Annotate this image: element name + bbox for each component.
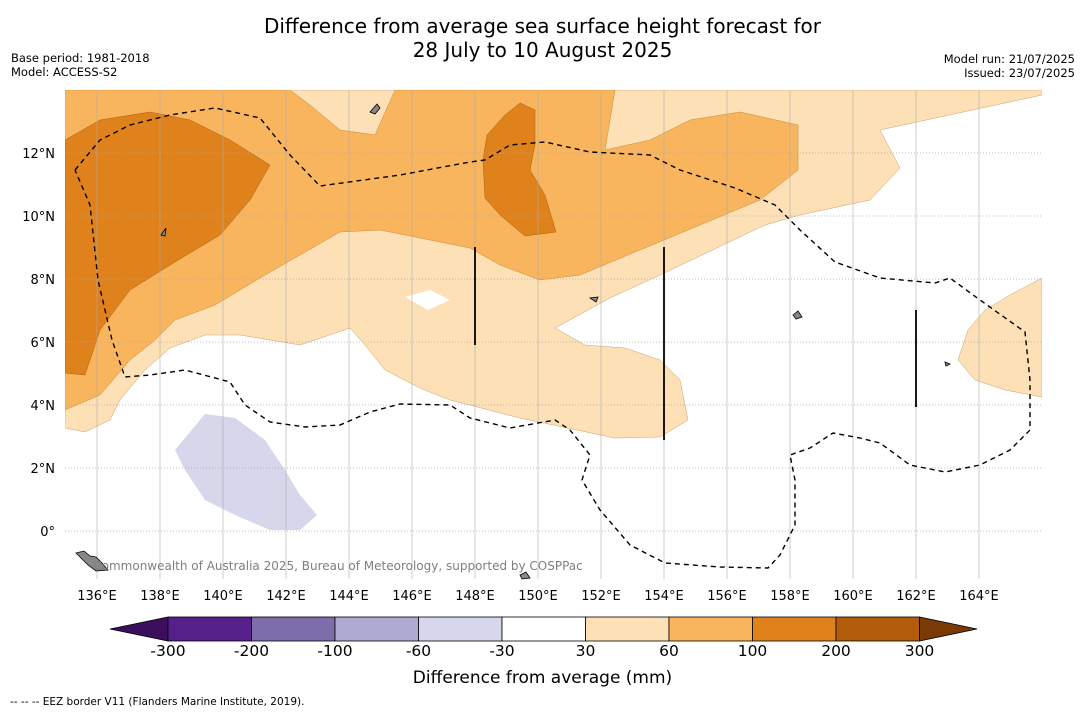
colorbar-swatch	[752, 616, 837, 642]
colorbar-tick: 30	[575, 642, 596, 660]
lon-label: 138°E	[140, 589, 180, 604]
island-micro	[944, 361, 951, 367]
lon-label: 160°E	[833, 589, 873, 604]
colorbar-swatch	[501, 616, 586, 642]
graticule	[65, 152, 1042, 532]
lon-label: 156°E	[707, 589, 747, 604]
colorbar-tick: 60	[659, 642, 679, 660]
lon-label: 164°E	[959, 589, 999, 604]
lon-label: 140°E	[203, 589, 243, 604]
base-info: Base period: 1981-2018 Model: ACCESS-S2	[11, 51, 150, 79]
lon-label: 146°E	[392, 589, 432, 604]
base-period-text: Base period: 1981-2018	[11, 51, 150, 65]
colorbar-tick: -200	[233, 642, 270, 660]
eez-border-west	[74, 107, 1031, 569]
colorbar-tick: 200	[821, 642, 851, 660]
latitude-labels: 12°N 10°N 8°N 6°N 4°N 2°N 0°	[22, 147, 55, 540]
colorbar-tick: -300	[150, 642, 186, 660]
copyright-notice: Commonwealth of Australia 2025, Bureau o…	[93, 559, 583, 573]
map-title: Difference from average sea surface heig…	[0, 14, 1085, 62]
run-info: Model run: 21/07/2025 Issued: 23/07/2025	[944, 52, 1075, 80]
colorbar-swatch	[167, 616, 252, 642]
model-run-text: Model run: 21/07/2025	[943, 52, 1075, 66]
lat-label: 4°N	[31, 399, 56, 414]
lat-label: 12°N	[22, 147, 55, 162]
island-small-atoll	[519, 571, 531, 580]
eez-border-lines	[74, 107, 1031, 569]
colorbar-swatch	[334, 616, 419, 642]
model-text: Model: ACCESS-S2	[11, 65, 118, 79]
lon-label: 158°E	[770, 589, 810, 604]
longitude-labels: 136°E 138°E 140°E 142°E 144°E 146°E 148°…	[77, 589, 999, 604]
colorbar-swatch	[668, 616, 753, 642]
islands	[75, 103, 951, 580]
lon-label: 162°E	[896, 589, 936, 604]
lon-label: 150°E	[518, 589, 558, 604]
lat-label: 10°N	[22, 210, 55, 225]
meridians	[96, 90, 980, 579]
lat-label: 2°N	[31, 462, 56, 477]
colorbar-tick: 100	[737, 642, 768, 660]
eez-solid-segments	[474, 247, 917, 440]
anomaly-zone-neg30-neg60	[175, 414, 317, 530]
island-micro-b	[588, 296, 599, 303]
map-title-line2: 28 July to 10 August 2025	[412, 38, 673, 62]
colorbar-low-arrow	[109, 616, 169, 642]
colorbar	[109, 616, 978, 642]
colorbar-tick: -60	[405, 642, 432, 660]
island-palau	[369, 103, 381, 115]
anomaly-zone-100-200-west	[65, 111, 271, 376]
map-title-line1: Difference from average sea surface heig…	[263, 14, 822, 38]
lat-label: 8°N	[31, 273, 56, 288]
issued-text: Issued: 23/07/2025	[964, 66, 1075, 80]
eez-footnote: -- -- -- EEZ border V11 (Flanders Marine…	[10, 696, 305, 708]
anomaly-fields	[65, 90, 1042, 530]
island-yap	[160, 227, 167, 237]
colorbar-title: Difference from average (mm)	[412, 668, 673, 688]
lon-label: 136°E	[77, 589, 117, 604]
colorbar-tick: -100	[317, 642, 353, 660]
lat-label: 0°	[40, 525, 55, 540]
island-new-guinea-north	[75, 550, 109, 572]
island-pohnpei	[792, 310, 803, 320]
colorbar-tick: -30	[489, 642, 515, 660]
lon-label: 154°E	[644, 589, 684, 604]
lon-label: 142°E	[266, 589, 306, 604]
colorbar-tick: 300	[904, 642, 935, 660]
colorbar-swatch	[835, 616, 920, 642]
colorbar-swatch	[418, 616, 503, 642]
neutral-notch	[405, 290, 450, 310]
colorbar-swatch	[585, 616, 670, 642]
colorbar-high-arrow	[919, 616, 978, 642]
lon-label: 144°E	[329, 589, 369, 604]
lon-label: 152°E	[581, 589, 621, 604]
lat-label: 6°N	[31, 336, 56, 351]
colorbar-swatch	[251, 616, 336, 642]
lon-label: 148°E	[455, 589, 495, 604]
